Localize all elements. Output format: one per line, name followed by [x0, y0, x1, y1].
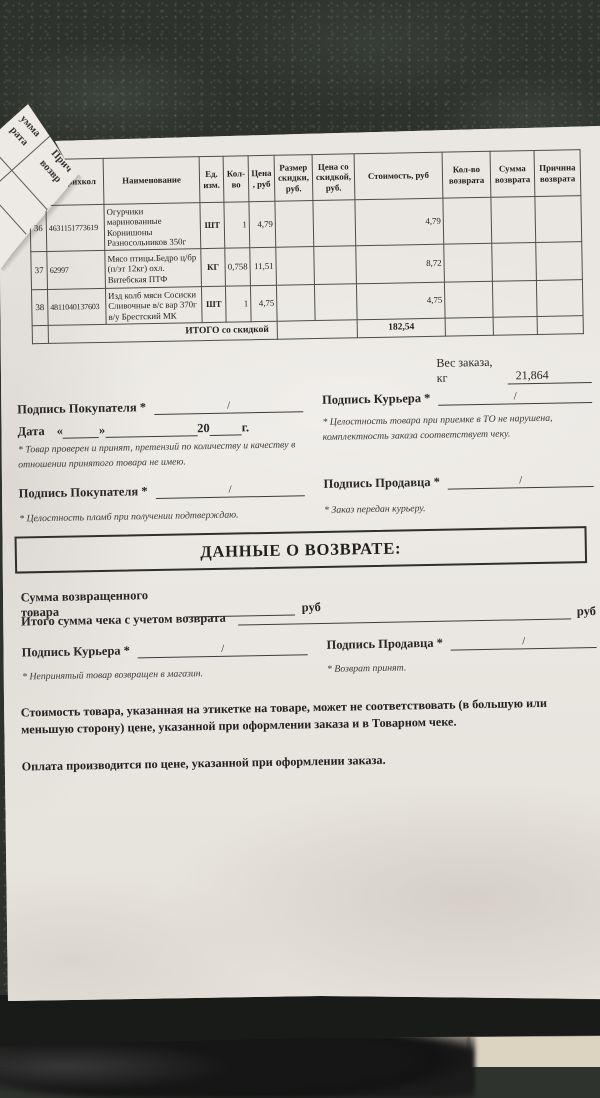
buyer-signature-label: Подпись Покупателя *: [18, 484, 148, 501]
cell-price: 4,79: [248, 201, 276, 248]
seller-note: * Заказ передан курьеру.: [323, 503, 426, 516]
cell-name: Огурчики маринованные Корнишоны Разносол…: [103, 202, 201, 251]
return-seller-signature-row: Подпись Продавца * /: [326, 633, 597, 653]
courier-signature-label: Подпись Курьера *: [321, 390, 431, 407]
buyer-signature-row-2: Подпись Покупателя * /: [19, 481, 305, 501]
cell-discount: [276, 284, 316, 322]
cell-cost: 4,79: [354, 198, 444, 246]
price-disclaimer-paragraph: Стоимость товара, указанная на этикетке …: [20, 695, 548, 737]
col-header-qty: Кол-во: [223, 155, 249, 203]
year-prefix: 20: [197, 421, 210, 436]
cell-ret-reason: [535, 241, 583, 281]
order-weight-row: Вес заказа, кг 21,864: [436, 353, 592, 386]
cell-empty: [493, 316, 538, 336]
paper-content: Штрихкол Наименование Ед. изм. Кол-во Це…: [14, 149, 597, 774]
col-header-ret-reason: Причина возврата: [534, 149, 581, 197]
buyer-note-2: * Целостность пломб при получении подтве…: [19, 509, 239, 525]
cell-ret-reason: [536, 279, 584, 317]
receipt-paper: Штрихкол Наименование Ед. изм. Кол-во Це…: [0, 126, 600, 1001]
return-section-title-box: ДАННЫЕ О ВОЗВРАТЕ:: [14, 526, 588, 574]
cell-price-disc: [312, 199, 356, 247]
col-header-unit: Ед. изм.: [199, 156, 224, 203]
cell-unit: ШТ: [199, 202, 225, 249]
cell-price: 4,75: [250, 285, 278, 322]
date-month-line: [105, 422, 198, 438]
cell-ret-sum: [490, 196, 536, 244]
col-header-name: Наименование: [103, 156, 200, 205]
cell-price-disc: [314, 283, 358, 321]
col-header-discount: Размер скидки, руб.: [274, 154, 313, 202]
cell-barcode: 4811040137603: [47, 288, 107, 326]
weight-label: Вес заказа, кг: [436, 354, 493, 385]
cell-empty: [445, 317, 494, 337]
cell-qty: 1: [225, 285, 252, 323]
cell-ret-reason: [534, 195, 582, 243]
buyer-signature-row: Подпись Покупателя * /: [17, 397, 304, 417]
weight-value: 21,864: [507, 366, 592, 385]
signature-line: /: [447, 472, 594, 490]
cell-unit: ШТ: [201, 286, 227, 323]
seller-signature-row: Подпись Продавца * /: [323, 472, 594, 492]
cell-qty: 0,758: [224, 247, 251, 287]
return-seller-note: * Возврат принят.: [326, 662, 407, 675]
cell-ret-qty: [443, 243, 493, 283]
courier-signature-label: Подпись Курьера *: [21, 643, 131, 660]
date-year-line: [209, 421, 242, 436]
items-table: Штрихкол Наименование Ед. изм. Кол-во Це…: [29, 149, 584, 344]
signature-line: /: [137, 641, 308, 659]
cell-price: 11,51: [249, 247, 277, 286]
cell-empty: [537, 315, 584, 335]
signature-line: /: [438, 388, 593, 406]
col-header-price-disc: Цена со скидкой, руб.: [312, 153, 355, 201]
cell-ret-qty: [442, 197, 492, 245]
courier-note: * Целостность товара при приемке в ТО не…: [322, 412, 553, 443]
cell-ret-sum: [491, 242, 537, 282]
cell-barcode: 62997: [46, 250, 106, 290]
courier-signature-row: Подпись Курьера * /: [321, 388, 593, 408]
cell-name: Мясо птицы.Бедро ц/бр (п/эт 12кг) охл. В…: [104, 248, 202, 289]
return-courier-signature-row: Подпись Курьера * /: [22, 640, 308, 660]
cell-empty: [277, 319, 358, 340]
date-day-line: [62, 424, 100, 439]
date-label: Дата: [17, 424, 45, 439]
cell-qty: 1: [223, 201, 250, 249]
cell-ret-qty: [444, 281, 494, 319]
signature-line: /: [155, 482, 305, 500]
date-row: Дата « » 20 г.: [17, 419, 303, 439]
cell-cost: 8,72: [355, 244, 445, 284]
col-header-price: Цена, руб: [248, 155, 275, 202]
buyer-signature-label: Подпись Покупателя *: [17, 400, 147, 417]
cell-num: 38: [31, 289, 49, 326]
cell-discount: [275, 246, 315, 286]
seller-signature-label: Подпись Продавца *: [323, 474, 441, 491]
total-value: 182,54: [357, 318, 446, 338]
year-suffix: г.: [241, 420, 250, 435]
cell-name: Изд колб мясн Сосиски Сливочные в/с вар …: [105, 286, 203, 325]
signature-line: /: [153, 398, 304, 416]
cell-ret-sum: [492, 280, 538, 318]
col-header-cost: Стоимость, руб: [354, 152, 443, 200]
signature-line: /: [450, 633, 597, 651]
buyer-note-1: * Товар проверен и принят, претензий по …: [17, 439, 296, 471]
payment-note-paragraph: Оплата производится по цене, указанной п…: [21, 752, 386, 774]
return-courier-note: * Непринятый товар возвращен в магазин.: [21, 668, 204, 683]
cell-unit: КГ: [200, 248, 226, 287]
cell-empty: [32, 325, 49, 344]
total-label: ИТОГО со скидкой: [48, 321, 278, 344]
cell-discount: [274, 200, 314, 248]
col-header-ret-sum: Сумма возврата: [490, 150, 535, 198]
col-header-ret-qty: Кол-во возврата: [442, 151, 491, 199]
rub-label: руб: [576, 603, 597, 619]
cell-price-disc: [313, 245, 357, 285]
return-section-title: ДАННЫЕ О ВОЗВРАТЕ:: [200, 538, 402, 562]
cell-cost: 4,75: [356, 282, 446, 320]
cell-num: 37: [30, 251, 48, 290]
total-with-return-label: Итого сумма чека с учетом возврата: [20, 610, 226, 629]
seller-signature-label: Подпись Продавца *: [326, 635, 444, 652]
